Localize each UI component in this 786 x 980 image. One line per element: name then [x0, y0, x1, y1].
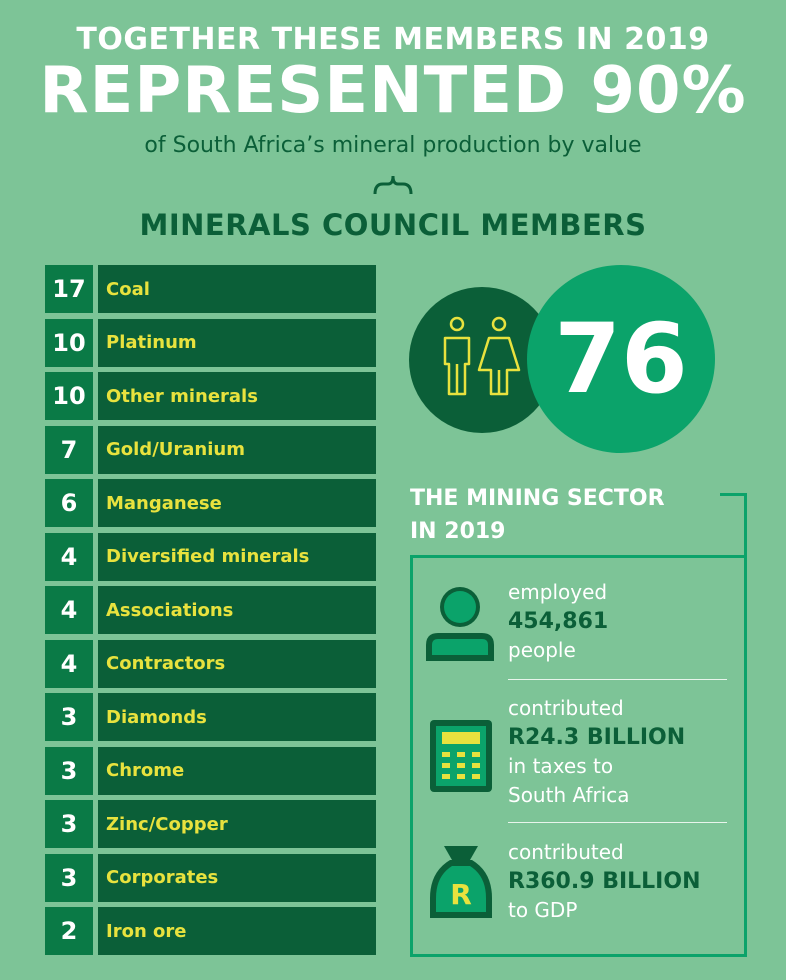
member-count: 10: [45, 372, 93, 420]
member-count: 17: [45, 265, 93, 313]
sector-title-line1: THE MINING SECTOR: [410, 486, 665, 511]
member-row: 4 Associations: [45, 586, 376, 634]
headline-line2: REPRESENTED 90%: [39, 54, 747, 128]
sector-title-line2: IN 2019: [410, 519, 506, 544]
member-category: Diversified minerals: [98, 532, 376, 581]
member-row: 10 Platinum: [45, 318, 376, 367]
stat-taxes-value: R24.3 BILLION: [508, 725, 686, 750]
member-count: 3: [45, 853, 93, 902]
stat-taxes-pre: contributed: [508, 696, 624, 720]
member-category: Platinum: [98, 318, 376, 367]
member-count: 4: [45, 586, 93, 634]
svg-text:R: R: [450, 878, 472, 911]
people-icon: [443, 316, 521, 396]
member-row: 2 Iron ore: [45, 907, 376, 955]
stat-gdp-post: to GDP: [508, 898, 578, 922]
calculator-icon: [430, 720, 492, 792]
stat-taxes: contributed R24.3 BILLION in taxes to So…: [508, 694, 685, 810]
member-category: Gold/Uranium: [98, 425, 376, 474]
member-row: 6 Manganese: [45, 479, 376, 527]
money-bag-icon: R: [430, 846, 492, 918]
stat-employed-post: people: [508, 638, 576, 662]
members-table: 17 Coal 10 Platinum 10 Other minerals 7 Gold/Ur…: [45, 265, 376, 961]
stat-taxes-post1: in taxes to: [508, 754, 614, 778]
headline-line1: TOGETHER THESE MEMBERS IN 2019: [76, 22, 710, 57]
member-category: Chrome: [98, 746, 376, 795]
member-count: 10: [45, 318, 93, 367]
member-count: 6: [45, 479, 93, 527]
member-row: 3 Zinc/Copper: [45, 800, 376, 848]
divider: [508, 679, 727, 680]
member-row: 4 Contractors: [45, 639, 376, 688]
stat-gdp: contributed R360.9 BILLION to GDP: [508, 838, 700, 925]
headline-line3: of South Africa’s mineral production by …: [144, 133, 642, 158]
stat-employed-value: 454,861: [508, 609, 609, 634]
stat-gdp-pre: contributed: [508, 840, 624, 864]
stat-employed: employed 454,861 people: [508, 578, 608, 665]
member-category: Contractors: [98, 639, 376, 688]
total-circle: [527, 265, 715, 453]
member-count: 4: [45, 639, 93, 688]
total-members: 76: [554, 303, 688, 415]
member-category: Diamonds: [98, 693, 376, 741]
council-title: MINERALS COUNCIL MEMBERS: [139, 208, 647, 242]
member-count: 3: [45, 800, 93, 848]
brace-icon: [373, 175, 413, 195]
stat-taxes-post2: South Africa: [508, 783, 630, 807]
member-row: 3 Corporates: [45, 853, 376, 902]
member-row: 4 Diversified minerals: [45, 532, 376, 581]
member-category: Associations: [98, 586, 376, 634]
frame-connector: [720, 493, 746, 496]
member-row: 3 Chrome: [45, 746, 376, 795]
member-category: Other minerals: [98, 372, 376, 420]
member-category: Manganese: [98, 479, 376, 527]
person-icon: [426, 587, 494, 661]
stat-gdp-value: R360.9 BILLION: [508, 869, 701, 894]
member-category: Zinc/Copper: [98, 800, 376, 848]
member-row: 17 Coal: [45, 265, 376, 313]
frame-connector-vertical: [744, 493, 747, 557]
member-row: 10 Other minerals: [45, 372, 376, 420]
sector-title: THE MINING SECTOR IN 2019: [410, 482, 665, 548]
member-count: 7: [45, 425, 93, 474]
member-count: 2: [45, 907, 93, 955]
member-row: 3 Diamonds: [45, 693, 376, 741]
member-count: 3: [45, 693, 93, 741]
member-category: Iron ore: [98, 907, 376, 955]
sector-frame: [410, 555, 747, 957]
member-category: Coal: [98, 265, 376, 313]
member-count: 3: [45, 746, 93, 795]
member-count: 4: [45, 532, 93, 581]
member-row: 7 Gold/Uranium: [45, 425, 376, 474]
divider: [508, 822, 727, 823]
member-category: Corporates: [98, 853, 376, 902]
stat-employed-pre: employed: [508, 580, 608, 604]
